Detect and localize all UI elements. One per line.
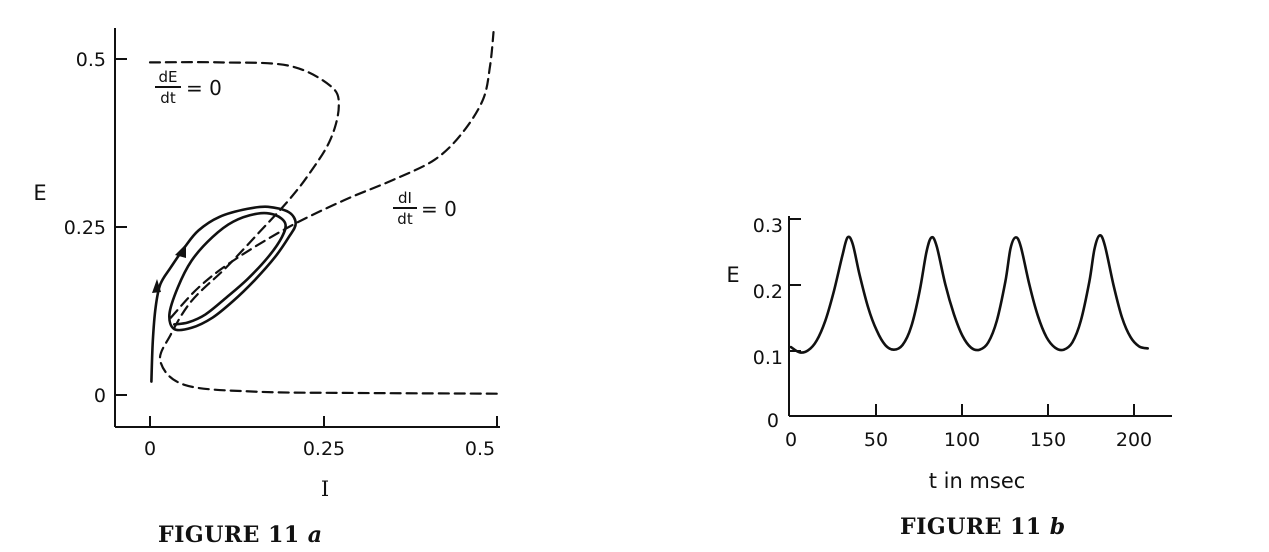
chart-a-caption-text: FIGURE 11	[158, 522, 300, 548]
chart-a-caption: FIGURE 11 a	[158, 522, 322, 548]
chart-a-curves	[148, 31, 499, 395]
chart-b-curves	[789, 234, 1149, 354]
chart-a-dI-denominator: dt	[397, 210, 413, 228]
chart-a: 0 0.25 0.5 0 0.25 0.5 E I dE dt = 0 dI d…	[33, 28, 500, 548]
chart-a-y-axis-label: E	[33, 181, 46, 205]
chart-b-y-tick-label-0: 0	[767, 410, 779, 432]
chart-a-y-tick-label-0: 0	[94, 385, 106, 407]
chart-a-x-tick-label-2: 0.5	[465, 438, 495, 460]
chart-b-y-tick-label-2: 0.2	[753, 281, 783, 303]
chart-a-dE-numerator: dE	[159, 68, 178, 86]
chart-a-caption-letter: a	[308, 522, 322, 548]
chart-b-x-axis-label: t in msec	[929, 469, 1026, 493]
chart-b-x-tick-label-3: 150	[1030, 429, 1066, 451]
chart-a-series-2-line	[150, 205, 297, 383]
chart-a-trajectory-arrow-2	[175, 244, 186, 258]
chart-a-x-tick-label-1: 0.25	[303, 438, 345, 460]
chart-b-x-tick-label-0: 0	[785, 429, 797, 451]
chart-b-series-0-line	[789, 234, 1149, 354]
chart-a-y-tick-label-2: 0.5	[76, 49, 106, 71]
chart-a-dE-equals: = 0	[186, 76, 222, 100]
chart-a-series-1-line	[169, 31, 495, 319]
chart-b-y-tick-label-1: 0.1	[753, 347, 783, 369]
chart-a-trajectory-arrow-1	[152, 279, 161, 293]
chart-a-x-axis-label: I	[321, 477, 329, 501]
chart-b-x-tick-label-2: 100	[944, 429, 980, 451]
chart-b-caption: FIGURE 11 b	[900, 514, 1065, 540]
chart-b: 0 0.1 0.2 0.3 0 50 100 150 200 E t in ms…	[726, 215, 1172, 540]
chart-a-dE-annotation: dE dt = 0	[155, 68, 222, 107]
chart-b-y-axis-label: E	[726, 263, 739, 287]
chart-b-caption-letter: b	[1050, 514, 1065, 540]
chart-b-x-tick-label-1: 50	[864, 429, 888, 451]
chart-a-dI-equals: = 0	[421, 197, 457, 221]
chart-a-x-tick-label-0: 0	[144, 438, 156, 460]
chart-a-dI-numerator: dI	[398, 189, 412, 207]
chart-a-series-0-line	[148, 61, 499, 395]
chart-a-dE-denominator: dt	[160, 89, 176, 107]
chart-b-y-tick-label-3: 0.3	[753, 215, 783, 237]
chart-b-x-tick-label-4: 200	[1116, 429, 1152, 451]
chart-a-dI-annotation: dI dt = 0	[393, 189, 457, 228]
chart-b-caption-text: FIGURE 11	[900, 514, 1042, 540]
chart-a-y-tick-label-1: 0.25	[64, 217, 106, 239]
